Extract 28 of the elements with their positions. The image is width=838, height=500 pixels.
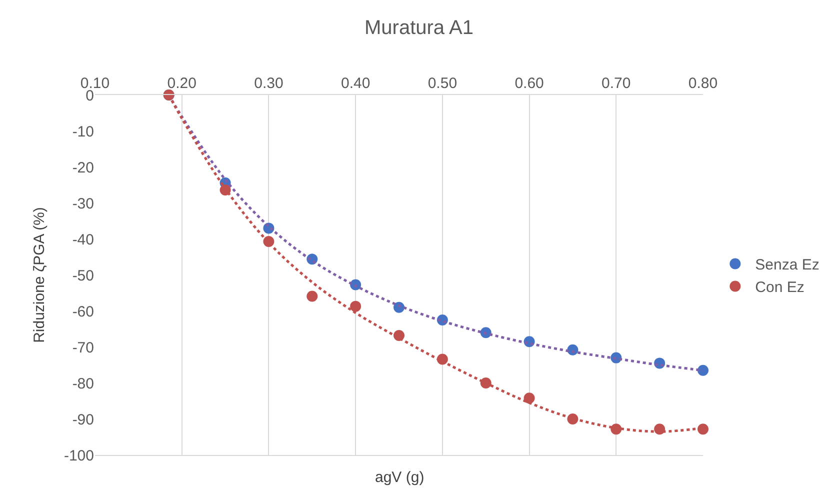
x-tick-label: 0.80 [688, 75, 718, 92]
x-tick-label: 0.70 [602, 75, 631, 92]
x-tick-label: 0.30 [254, 75, 284, 92]
legend-label: Con Ez [755, 279, 804, 296]
y-tick-label: 0 [86, 87, 94, 104]
y-tick-label: -50 [72, 267, 94, 284]
point [698, 424, 708, 435]
y-tick-label: -90 [72, 411, 94, 428]
x-tick-label: 0.20 [167, 75, 196, 92]
y-axis-title: Riduzione ζPGA (%) [31, 207, 48, 343]
y-tick-label: -80 [72, 375, 94, 392]
y-tick-label: -70 [72, 339, 94, 356]
y-tick-label: -10 [72, 123, 94, 140]
point [698, 364, 708, 376]
point [306, 290, 318, 302]
y-tick-label: -20 [72, 159, 94, 176]
x-axis-title: agV (g) [375, 469, 424, 486]
x-tick-label: 0.40 [340, 75, 370, 92]
chart-title: Muratura A1 [364, 17, 474, 39]
y-tick-label: -30 [72, 195, 94, 212]
point [350, 300, 362, 312]
point [524, 392, 535, 404]
x-tick-label: 0.50 [428, 75, 458, 92]
legend-label: Senza Ez [755, 256, 820, 274]
y-tick-label: -100 [64, 447, 94, 464]
y-tick-label: -60 [72, 303, 94, 320]
y-tick-label: -40 [72, 231, 94, 248]
x-tick-label: 0.60 [514, 75, 544, 92]
